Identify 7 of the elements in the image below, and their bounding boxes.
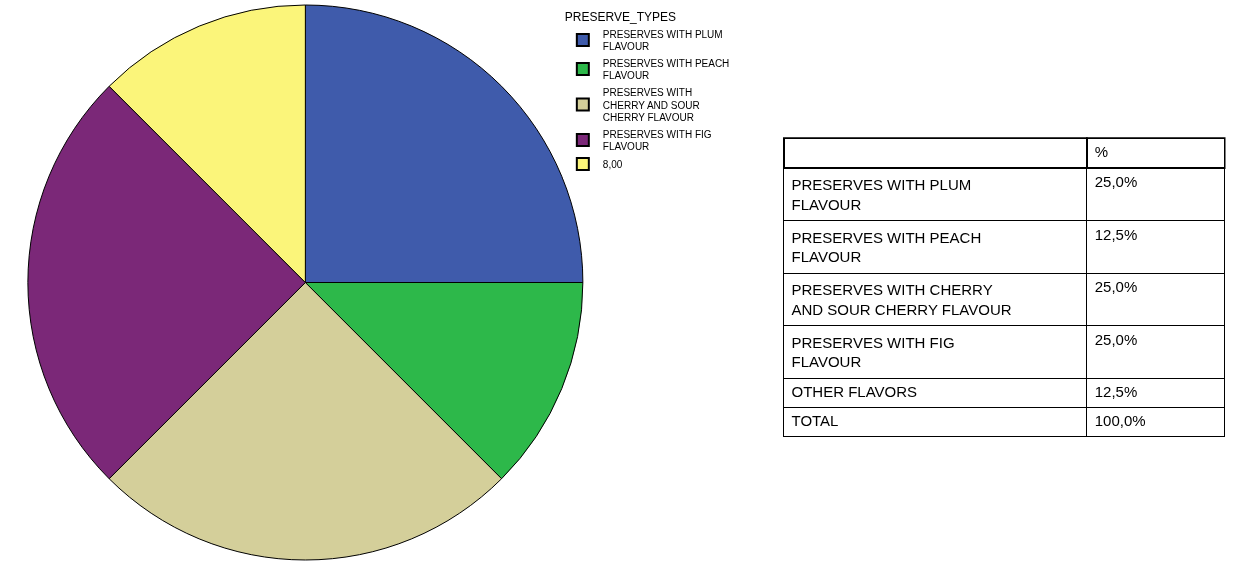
legend-label: PRESERVES WITH PLUM FLAVOUR — [602, 28, 723, 53]
value-table: PRESERVES WITH PLUM FLAVOUR PRESERVES WITH PEACH FLAVOUR PRESERVES WITH CHERRY AND SOUR CHERRY FLAVOUR PRESERVES WITH FIG FLAVOUR OTHER FLAVORS TOTAL 25,0% 12,5% 25,0% 25,0% 12,5% 100,0% % — [782, 137, 1236, 560]
legend-label: PRESERVES WITH PEACH FLAVOUR — [602, 57, 730, 82]
legend-label: PRESERVES WITH FIG FLAVOUR — [602, 128, 712, 153]
legend-title: PRESERVE_TYPES — [564, 9, 676, 24]
legend-label: PRESERVES WITH CHERRY AND SOUR CHERRY FLAVOUR — [602, 86, 700, 124]
legend-label: 8,00 — [602, 159, 623, 170]
